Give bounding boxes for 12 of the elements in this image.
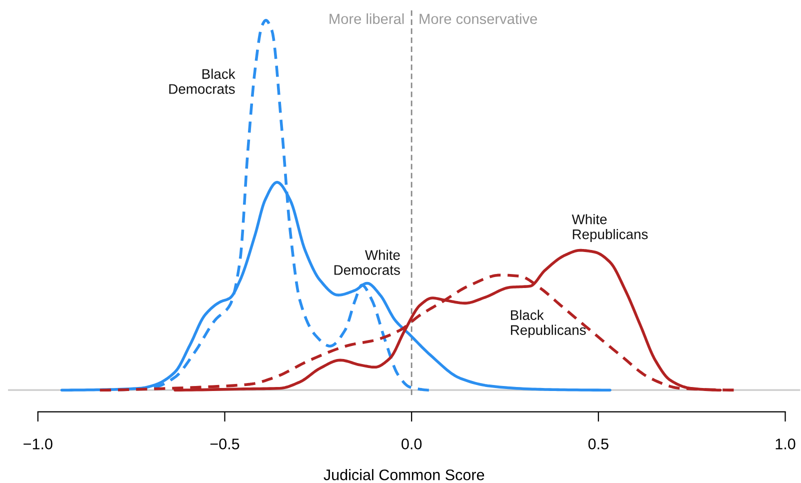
annotation: More liberal — [330, 13, 404, 24]
series-label: Black Democrats — [169, 68, 236, 94]
x-tick-label: −1.0 — [24, 438, 52, 450]
x-tick-label: 0.5 — [588, 438, 608, 450]
x-axis-title: Judicial Common Score — [324, 469, 484, 480]
x-tick-label: −0.5 — [210, 438, 240, 450]
series-label: White Republicans — [572, 214, 648, 242]
series-label: White Democrats — [334, 250, 400, 275]
x-tick-label: 1.0 — [776, 438, 796, 450]
series-label: Black Republicans — [511, 310, 586, 338]
x-tick-label: 0.0 — [402, 438, 422, 450]
annotation: More conservative — [420, 13, 538, 24]
